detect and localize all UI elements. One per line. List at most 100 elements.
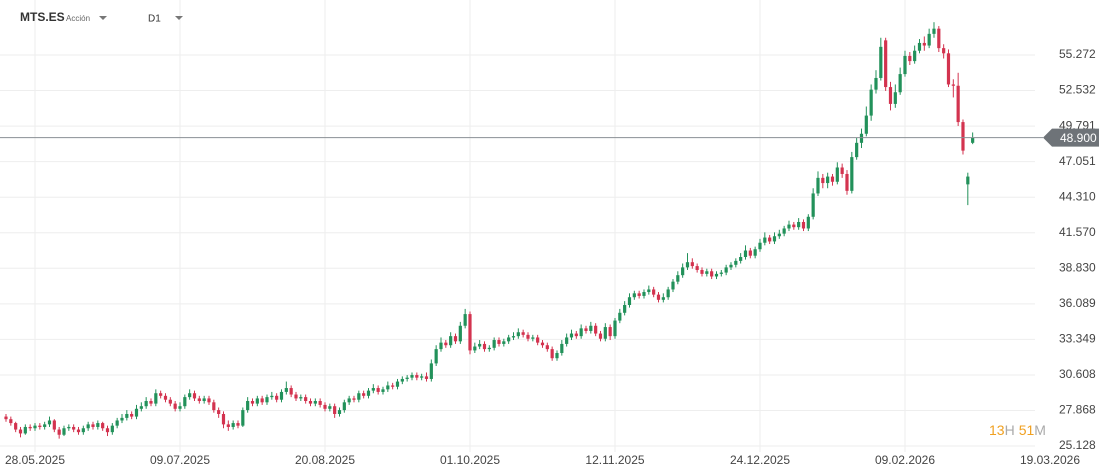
y-tick-label: 38.830	[1059, 260, 1096, 274]
candle-body	[18, 429, 23, 434]
candle-body	[579, 328, 583, 337]
candle-body	[729, 264, 733, 268]
candle-body	[434, 349, 438, 364]
candle-body	[96, 423, 100, 427]
candle-body	[105, 428, 110, 433]
candle-body	[473, 346, 477, 351]
candle-body	[192, 393, 197, 399]
candle-body	[966, 176, 970, 185]
candle-body	[376, 388, 380, 392]
candle-body	[139, 406, 143, 409]
candle-body	[420, 376, 424, 378]
candle-body	[676, 275, 680, 282]
countdown-minutes: 51	[1019, 422, 1035, 438]
candle-body	[874, 77, 878, 90]
candle-body	[893, 92, 897, 104]
y-tick-label: 47.051	[1059, 154, 1096, 168]
candle-body	[927, 33, 931, 46]
candle-body	[598, 333, 603, 339]
candle-body	[864, 115, 868, 134]
candle-body	[540, 342, 545, 346]
candle-body	[250, 401, 255, 404]
candle-body	[395, 381, 400, 387]
x-tick-label: 28.05.2025	[5, 453, 65, 467]
candle-body	[695, 266, 699, 270]
candle-body	[265, 397, 269, 403]
countdown-hours: 13	[989, 422, 1005, 438]
candle-body	[719, 272, 723, 274]
candle-body	[410, 375, 414, 378]
candle-body	[888, 87, 893, 104]
candle-body	[86, 424, 90, 429]
candle-body	[120, 417, 124, 421]
x-tick-label: 09.02.2026	[875, 453, 935, 467]
candle-body	[502, 341, 506, 344]
candle-body	[67, 426, 71, 429]
candle-body	[226, 424, 230, 427]
candle-body	[246, 401, 250, 411]
candle-body	[231, 423, 235, 427]
candle-body	[922, 42, 926, 46]
y-tick-label: 52.532	[1059, 83, 1096, 97]
candle-body	[318, 401, 322, 405]
candle-body	[337, 410, 342, 414]
x-tick-label: 20.08.2025	[295, 453, 355, 467]
candle-body	[110, 425, 114, 433]
x-tick-label: 24.12.2025	[730, 453, 790, 467]
x-tick-label: 12.11.2025	[585, 453, 644, 467]
candle-body	[811, 193, 815, 217]
candle-body	[835, 167, 839, 182]
y-tick-label: 27.868	[1059, 403, 1096, 417]
candle-body	[743, 250, 748, 258]
candle-body	[197, 398, 201, 402]
candle-body	[690, 262, 694, 267]
candle-body	[323, 404, 327, 409]
candle-body	[763, 237, 767, 243]
candle-body	[347, 398, 351, 403]
candle-body	[260, 398, 264, 403]
candle-body	[913, 50, 917, 62]
candle-body	[366, 390, 371, 396]
candle-body	[550, 349, 554, 359]
candle-body	[415, 375, 419, 378]
candle-body	[144, 401, 148, 407]
candle-body	[734, 260, 738, 265]
candle-body	[961, 122, 965, 151]
candle-body	[487, 347, 491, 350]
candle-body	[714, 273, 719, 277]
timeframe-dropdown[interactable]	[175, 16, 183, 20]
y-tick-label: 30.608	[1059, 367, 1096, 381]
candle-body	[884, 40, 888, 88]
candle-body	[516, 332, 520, 337]
candle-body	[816, 177, 820, 194]
candle-body	[14, 423, 18, 430]
grid	[0, 0, 1035, 452]
candle-body	[328, 406, 332, 409]
candle-body	[424, 376, 429, 379]
candle-body	[400, 378, 404, 382]
candle-body	[183, 397, 187, 407]
candle-body	[531, 337, 535, 339]
candle-body	[647, 289, 651, 293]
candle-body	[608, 327, 612, 337]
candle-body	[72, 426, 76, 430]
candle-body	[951, 84, 955, 86]
candle-body	[458, 325, 462, 342]
y-tick-label: 25.128	[1059, 438, 1096, 452]
symbol[interactable]: MTS.ES	[20, 10, 65, 24]
candle-body	[850, 157, 854, 191]
symbol-dropdown[interactable]	[99, 16, 107, 20]
candle-body	[62, 428, 66, 435]
candle-body	[178, 406, 182, 409]
candle-body	[555, 353, 559, 359]
candle-body	[772, 236, 777, 242]
candle-body	[57, 429, 61, 435]
candle-body	[942, 48, 946, 54]
candle-body	[792, 224, 796, 228]
candle-body	[444, 342, 448, 346]
timeframe[interactable]: D1	[148, 14, 161, 25]
candle-body	[47, 420, 52, 425]
candle-body	[236, 423, 240, 426]
